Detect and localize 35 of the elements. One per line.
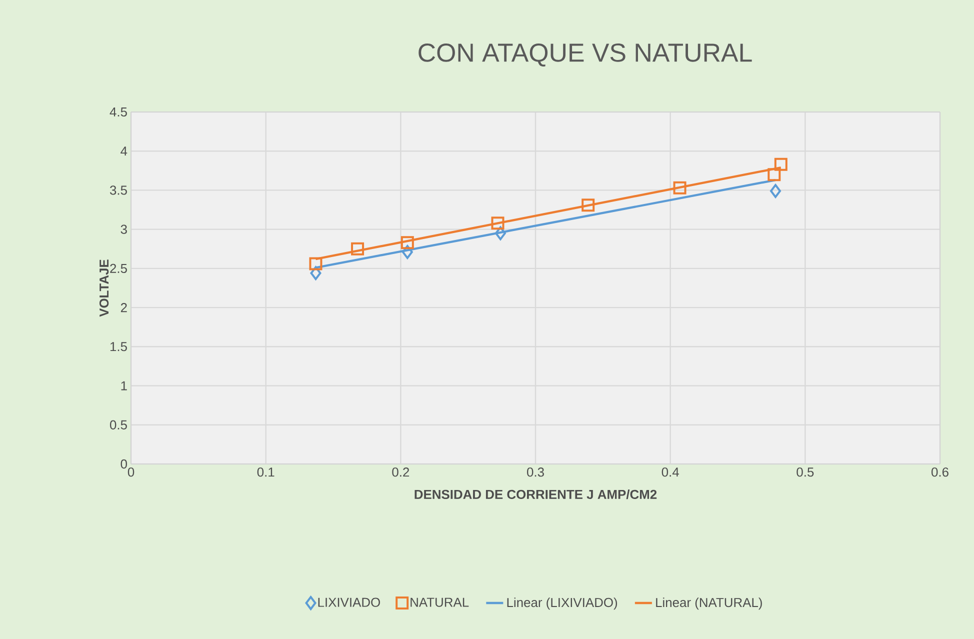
- point: [770, 184, 782, 198]
- x-tick-label: 0.4: [662, 468, 679, 477]
- point: [673, 181, 686, 194]
- chart-title: CON ATAQUE VS NATURAL: [418, 43, 752, 66]
- point: [768, 168, 781, 182]
- x-tick-label: 0.5: [796, 468, 814, 477]
- x-tick-label: 0.6: [932, 468, 948, 477]
- y-tick-label: 4.5: [110, 107, 127, 117]
- y-axis-title: VOLTAJE: [99, 260, 109, 317]
- x-tick-label: 0: [128, 468, 134, 477]
- legend-label: LIXIVIADO: [318, 598, 380, 607]
- y-tick-label: 1.5: [110, 342, 127, 352]
- y-tick-label: 0: [120, 459, 127, 469]
- legend-label: Linear (NATURAL): [656, 598, 762, 610]
- y-tick-label: 3.5: [110, 186, 127, 195]
- point: [774, 158, 788, 171]
- x-tick-label: 0.2: [392, 468, 410, 477]
- point: [402, 245, 413, 260]
- y-tick-label: 3: [120, 224, 127, 234]
- y-tick-label: 4: [120, 146, 128, 156]
- y-tick-label: 0.5: [110, 420, 127, 430]
- point: [491, 216, 504, 230]
- x-axis-title: DENSIDAD DE CORRIENTE J AMP/CM2: [414, 490, 657, 500]
- point: [494, 226, 506, 240]
- point: [309, 257, 322, 270]
- y-tick-label: 1: [121, 381, 127, 390]
- point: [351, 242, 364, 256]
- point: [400, 236, 414, 250]
- y-tick-label: 2.5: [110, 264, 127, 274]
- point: [582, 198, 595, 212]
- legend-label: Linear (LIXIVIADO): [507, 598, 618, 610]
- legend-label: NATURAL: [410, 598, 469, 607]
- x-tick-label: 0.3: [527, 468, 544, 477]
- y-tick-label: 2: [120, 303, 127, 312]
- x-tick-label: 0.1: [257, 468, 274, 477]
